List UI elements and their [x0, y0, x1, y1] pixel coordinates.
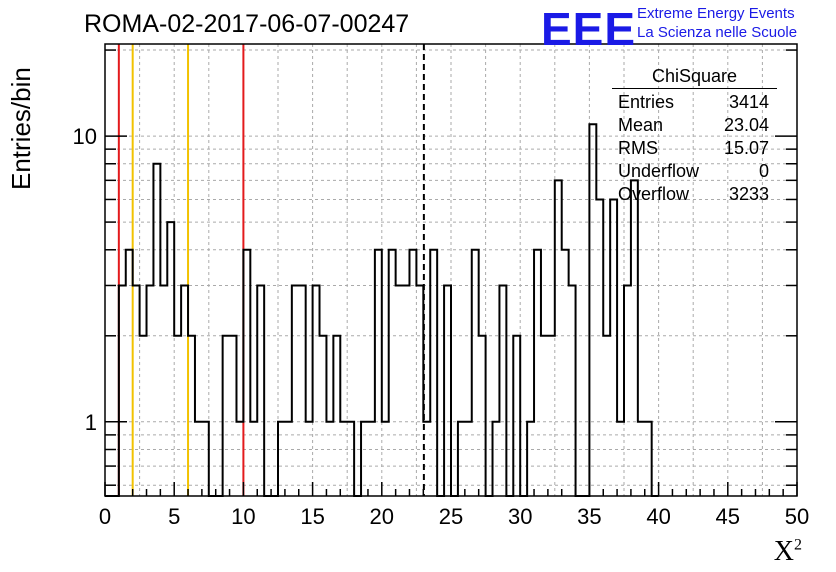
stats-value: 15.07: [723, 138, 769, 158]
x-axis-label-base: X: [773, 536, 794, 567]
stats-row: Overflow 3233: [612, 183, 777, 206]
axis-ticks: [104, 49, 798, 496]
stats-label: Entries: [618, 92, 675, 112]
stats-row: RMS 15.07: [612, 137, 777, 160]
chart-title: ROMA-02-2017-06-07-00247: [84, 10, 410, 38]
stats-label: RMS: [618, 138, 658, 158]
logo-line-2: La Scienza nelle Scuole: [637, 24, 798, 41]
x-tick-label: 40: [646, 504, 670, 529]
logo-line-1: Extreme Energy Events: [637, 5, 795, 22]
axis-tick-labels: 0 5 10 15 20 25 30 35 40 45 50 1 10: [73, 124, 810, 529]
x-axis-label: X2: [774, 536, 802, 568]
y-tick-label: 10: [73, 124, 97, 149]
eee-logo: EEE: [541, 3, 637, 55]
x-tick-label: 15: [300, 504, 324, 529]
stats-label: Mean: [618, 115, 664, 135]
x-tick-label: 25: [439, 504, 463, 529]
stats-row: Underflow 0: [612, 160, 777, 183]
stats-value: 23.04: [723, 115, 769, 135]
x-tick-label: 5: [168, 504, 180, 529]
stats-label: Underflow: [618, 161, 700, 181]
x-tick-label: 10: [231, 504, 255, 529]
stats-row: Entries 3414: [612, 91, 777, 114]
y-axis-label: Entries/bin: [6, 67, 36, 190]
stats-value: 3414: [728, 92, 769, 112]
marker-lines: [117, 44, 425, 496]
stats-value: 0: [758, 161, 769, 181]
x-tick-label: 30: [508, 504, 532, 529]
logo-caption: Extreme Energy Events La Scienza nelle S…: [637, 4, 797, 42]
stats-title: ChiSquare: [612, 66, 777, 89]
x-tick-label: 50: [785, 504, 809, 529]
histogram-outline: [105, 123, 659, 497]
stats-value: 3233: [728, 184, 769, 204]
x-tick-label: 20: [370, 504, 394, 529]
stats-label: Overflow: [618, 184, 690, 204]
grid-lines: [105, 44, 797, 496]
x-tick-label: 45: [716, 504, 740, 529]
x-tick-label: 35: [577, 504, 601, 529]
y-tick-label: 1: [85, 410, 97, 435]
x-tick-label: 0: [99, 504, 111, 529]
x-axis-label-sup: 2: [794, 536, 802, 554]
stats-box: ChiSquare Entries 3414 Mean 23.04 RMS 15.07…: [612, 66, 777, 206]
stats-row: Mean 23.04: [612, 114, 777, 137]
